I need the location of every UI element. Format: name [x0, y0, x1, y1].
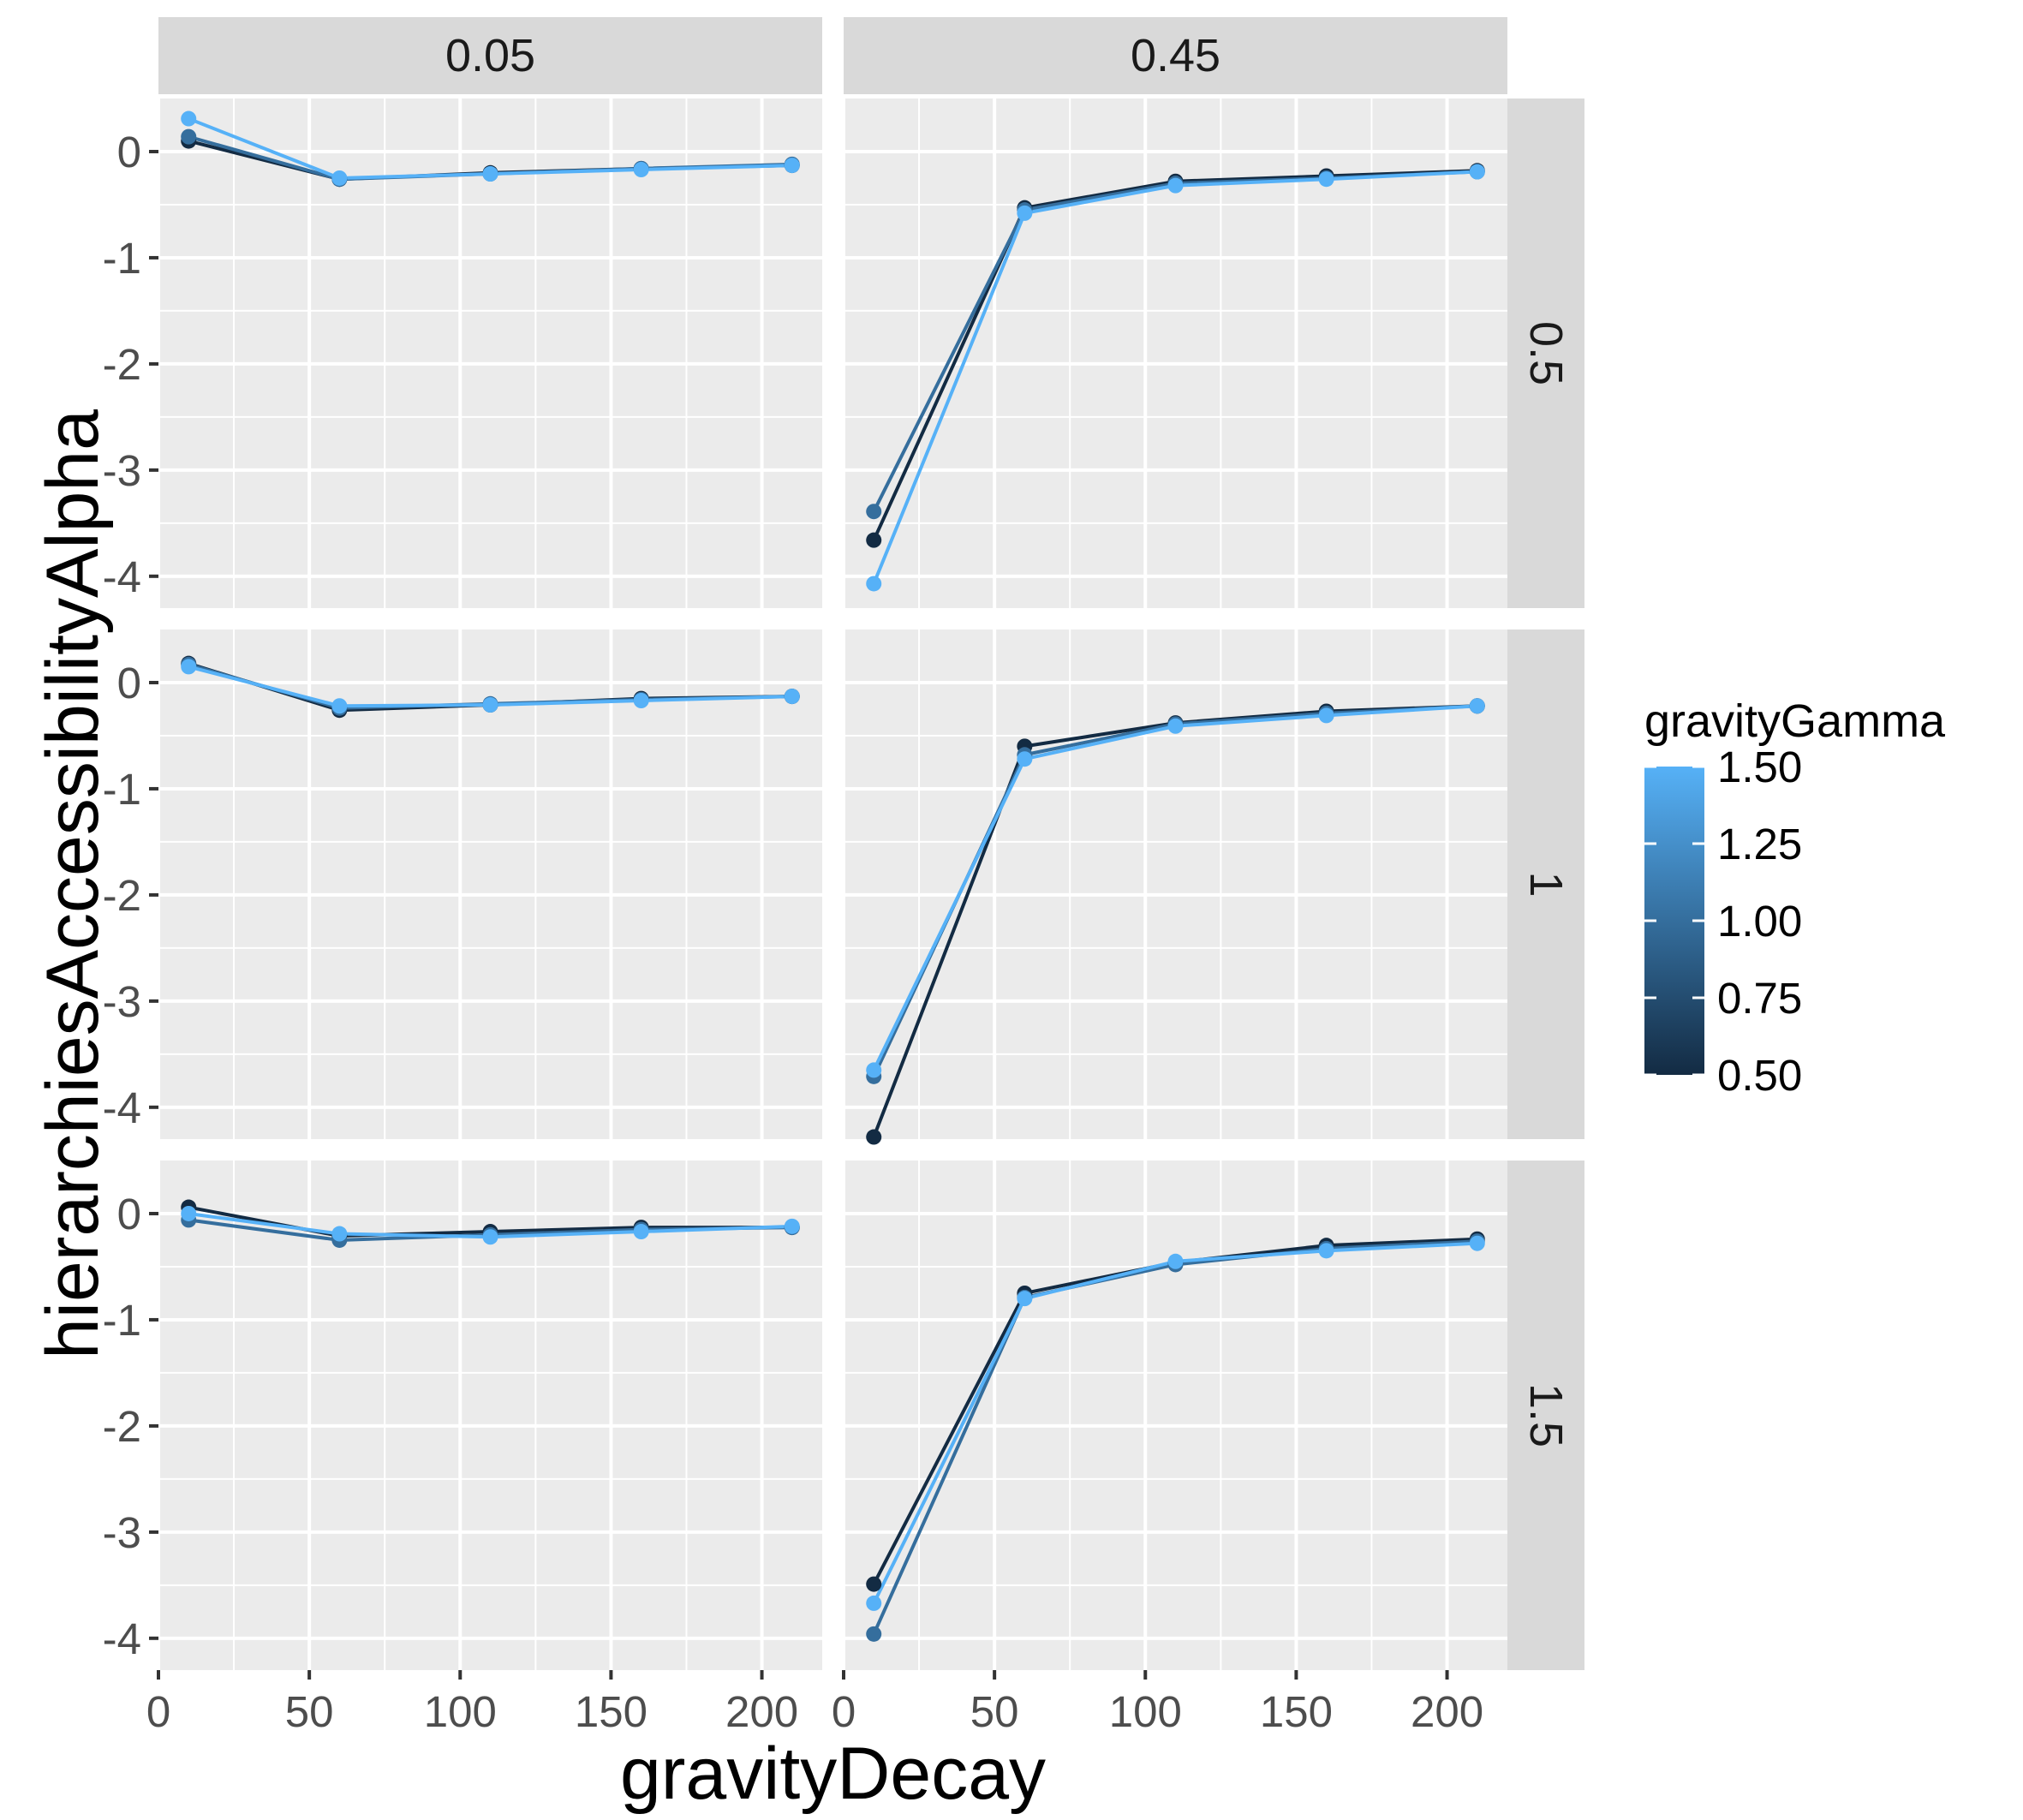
x-tick-label: 200 [725, 1687, 798, 1736]
data-point [482, 697, 498, 713]
y-tick-label: -1 [103, 1296, 141, 1345]
data-point [1167, 718, 1184, 734]
column-strip [158, 17, 822, 94]
panel-0.45-1.5 [842, 1161, 1507, 1670]
panel-0.05-0.5 [157, 98, 822, 608]
panel-background [844, 630, 1507, 1139]
legend-title: gravityGamma [1644, 695, 1946, 747]
data-point [1017, 1291, 1033, 1307]
data-point [1318, 1243, 1334, 1259]
data-point [866, 1129, 882, 1145]
data-point [331, 698, 348, 714]
y-tick-label: 0 [117, 659, 141, 707]
data-point [181, 128, 197, 145]
data-point [784, 158, 800, 174]
y-tick-label: 0 [117, 128, 141, 176]
data-point [1469, 164, 1485, 180]
data-point [181, 659, 197, 675]
x-tick-label: 200 [1411, 1687, 1483, 1736]
legend-break-label: 1.00 [1717, 897, 1802, 946]
data-point [866, 1576, 882, 1592]
y-tick-label: -3 [103, 977, 141, 1026]
column-strip-label: 0.05 [445, 30, 535, 81]
row-strip-label: 0.5 [1520, 321, 1572, 385]
x-tick-label: 150 [575, 1687, 647, 1736]
row-strip-label: 1 [1520, 871, 1572, 897]
data-point [633, 1224, 649, 1240]
data-point [1318, 171, 1334, 188]
data-point [331, 170, 348, 186]
data-point [866, 1595, 882, 1611]
y-tick-label: -4 [103, 1614, 141, 1663]
data-point [482, 1229, 498, 1245]
legend-break-label: 1.50 [1717, 743, 1802, 791]
x-tick-label: 100 [1109, 1687, 1182, 1736]
data-point [331, 1226, 348, 1242]
y-tick-label: -3 [103, 1508, 141, 1557]
data-point [1469, 698, 1485, 714]
x-tick-label: 0 [146, 1687, 170, 1736]
y-axis-title: hierarchiesAccessibilityAlpha [32, 409, 114, 1359]
data-point [181, 110, 197, 127]
data-point [866, 1626, 882, 1642]
data-point [1167, 177, 1184, 194]
legend-break-label: 0.75 [1717, 974, 1802, 1023]
x-axis-title: gravityDecay [620, 1733, 1046, 1815]
data-point [1318, 707, 1334, 724]
panel-0.45-0.5 [842, 98, 1507, 608]
data-point [1017, 205, 1033, 221]
facet-strips: 0.05 0.45 0.5 1 1.5 [158, 17, 1584, 1670]
x-tick-label: 100 [424, 1687, 497, 1736]
data-point [1167, 1253, 1184, 1269]
axes: 0-1-2-3-40-1-2-3-40-1-2-3-40 50 100 150 200 0… [32, 128, 1483, 1815]
panel-0.45-1 [842, 630, 1507, 1145]
panel-0.05-1 [157, 630, 822, 1139]
row-strip [1507, 98, 1584, 608]
column-strip-label: 0.45 [1131, 30, 1220, 81]
row-strip [1507, 630, 1584, 1139]
data-point [1017, 751, 1033, 767]
data-point [633, 693, 649, 709]
column-strip [844, 17, 1507, 94]
row-strip [1507, 1161, 1584, 1670]
x-tick-label: 150 [1260, 1687, 1333, 1736]
row-strip-label: 1.5 [1520, 1383, 1572, 1447]
panel-background [844, 1161, 1507, 1670]
panel-0.05-1.5 [157, 1161, 822, 1670]
legend-break-label: 1.25 [1717, 820, 1802, 868]
data-point [482, 166, 498, 182]
data-point [866, 532, 882, 548]
y-tick-label: -2 [103, 340, 141, 389]
facet-panels [157, 98, 1507, 1670]
y-tick-label: -4 [103, 552, 141, 601]
y-tick-label: -3 [103, 446, 141, 495]
x-tick-label: 50 [970, 1687, 1019, 1736]
data-point [866, 504, 882, 520]
y-tick-label: 0 [117, 1190, 141, 1238]
data-point [1469, 1235, 1485, 1251]
y-tick-label: -2 [103, 1402, 141, 1451]
data-point [866, 1062, 882, 1078]
data-point [181, 1205, 197, 1221]
y-tick-label: -1 [103, 765, 141, 814]
y-tick-label: -1 [103, 234, 141, 283]
y-tick-label: -4 [103, 1083, 141, 1132]
x-tick-label: 0 [832, 1687, 856, 1736]
data-point [866, 576, 882, 592]
legend-break-label: 0.50 [1717, 1051, 1802, 1100]
x-tick-label: 50 [285, 1687, 334, 1736]
data-point [784, 689, 800, 705]
data-point [784, 1218, 800, 1234]
y-tick-label: -2 [103, 871, 141, 920]
data-point [633, 162, 649, 178]
